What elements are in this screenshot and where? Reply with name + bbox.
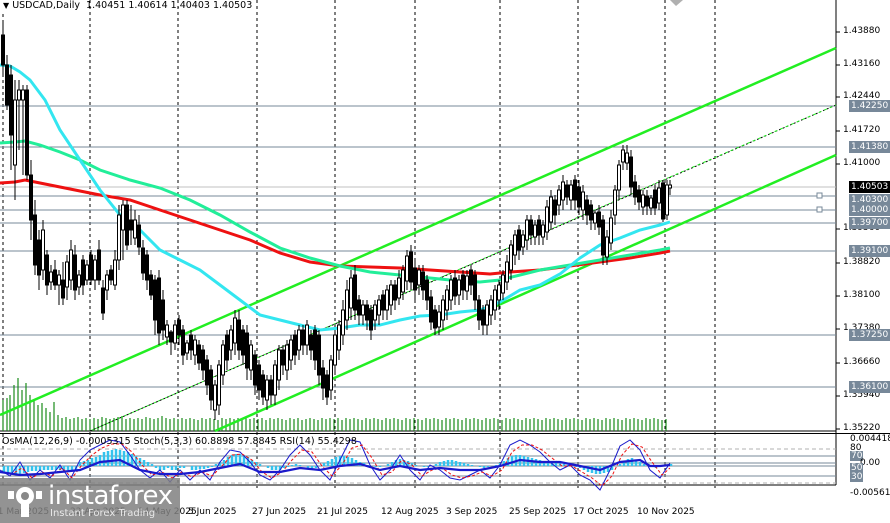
level-badge: 1.39700 — [849, 217, 890, 229]
price-axis — [836, 31, 840, 430]
stoch-main-line — [0, 439, 671, 491]
price-tick: 1.43880 — [843, 26, 881, 36]
time-tick: 12 Aug 2025 — [381, 507, 439, 517]
level-badge: 1.40300 — [849, 194, 890, 206]
stoch-level-80: 80 — [850, 443, 862, 453]
marker-diamond — [670, 0, 683, 6]
level-badge: 1.36100 — [849, 381, 890, 393]
level-badge: 1.41380 — [849, 141, 890, 153]
price-tick: 1.41000 — [843, 158, 881, 168]
candles — [1, 20, 672, 420]
stoch-signal-line — [0, 443, 671, 487]
price-tick: 1.38100 — [843, 290, 881, 300]
level-badge: 1.42250 — [849, 100, 890, 112]
price-axis-labels: 1.43880 1.43160 1.42440 1.41720 1.41000 … — [843, 0, 890, 433]
instaforex-logo-icon — [8, 487, 42, 517]
time-tick: 3 Sep 2025 — [446, 507, 498, 517]
dropdown-arrow-icon[interactable]: ▼ — [3, 1, 10, 10]
volume-bars — [2, 378, 667, 431]
price-tick: 1.35220 — [843, 423, 881, 433]
price-tick: 1.36660 — [843, 357, 881, 367]
level-badge: 1.40000 — [849, 204, 890, 216]
ma-mid-green — [0, 139, 671, 284]
vertical-grid — [2, 0, 716, 488]
price-tick: 1.42440 — [843, 91, 881, 101]
time-tick: 5 Jun 2025 — [188, 507, 237, 517]
ma-fast-cyan — [0, 63, 671, 332]
time-tick: 25 Sep 2025 — [509, 507, 567, 517]
logo-tagline: Instant Forex Trading — [50, 508, 156, 519]
level-badge: 1.37250 — [849, 329, 890, 341]
zero-label: 0.00 — [860, 458, 881, 468]
level-badge: 1.39100 — [849, 245, 890, 257]
ohlc-values: 1.40451 1.40614 1.40403 1.40503 — [86, 0, 253, 11]
time-tick: 17 Oct 2025 — [573, 507, 629, 517]
price-tick: 1.38820 — [843, 257, 881, 267]
symbol-label: USDCAD,Daily — [12, 0, 80, 11]
osma-scale-top: 0.004418 — [850, 434, 890, 444]
time-tick: 21 Jul 2025 — [317, 507, 368, 517]
time-tick: 27 Jun 2025 — [252, 507, 307, 517]
logo-text: instaforex — [48, 481, 173, 511]
time-tick: 10 Nov 2025 — [637, 507, 695, 517]
price-tick: 1.37380 — [843, 323, 881, 333]
rsi-line — [0, 458, 671, 477]
chart-title: ▼ USDCAD,Daily 1.40451 1.40614 1.40403 1… — [3, 0, 252, 11]
stoch-level-70-badge: 70 — [850, 451, 864, 461]
stoch-level-50-badge: 50 — [850, 463, 864, 473]
current-price-badge: 1.40503 — [849, 181, 890, 193]
price-tick: 1.41720 — [843, 125, 881, 135]
stoch-level-30-badge: 30 — [850, 472, 864, 482]
price-tick: 1.43160 — [843, 59, 881, 69]
subwindow-title: OsMA(12,26,9) -0.0005315 Stoch(5,3,3) 60… — [2, 436, 357, 447]
price-tick: 1.35940 — [843, 390, 881, 400]
